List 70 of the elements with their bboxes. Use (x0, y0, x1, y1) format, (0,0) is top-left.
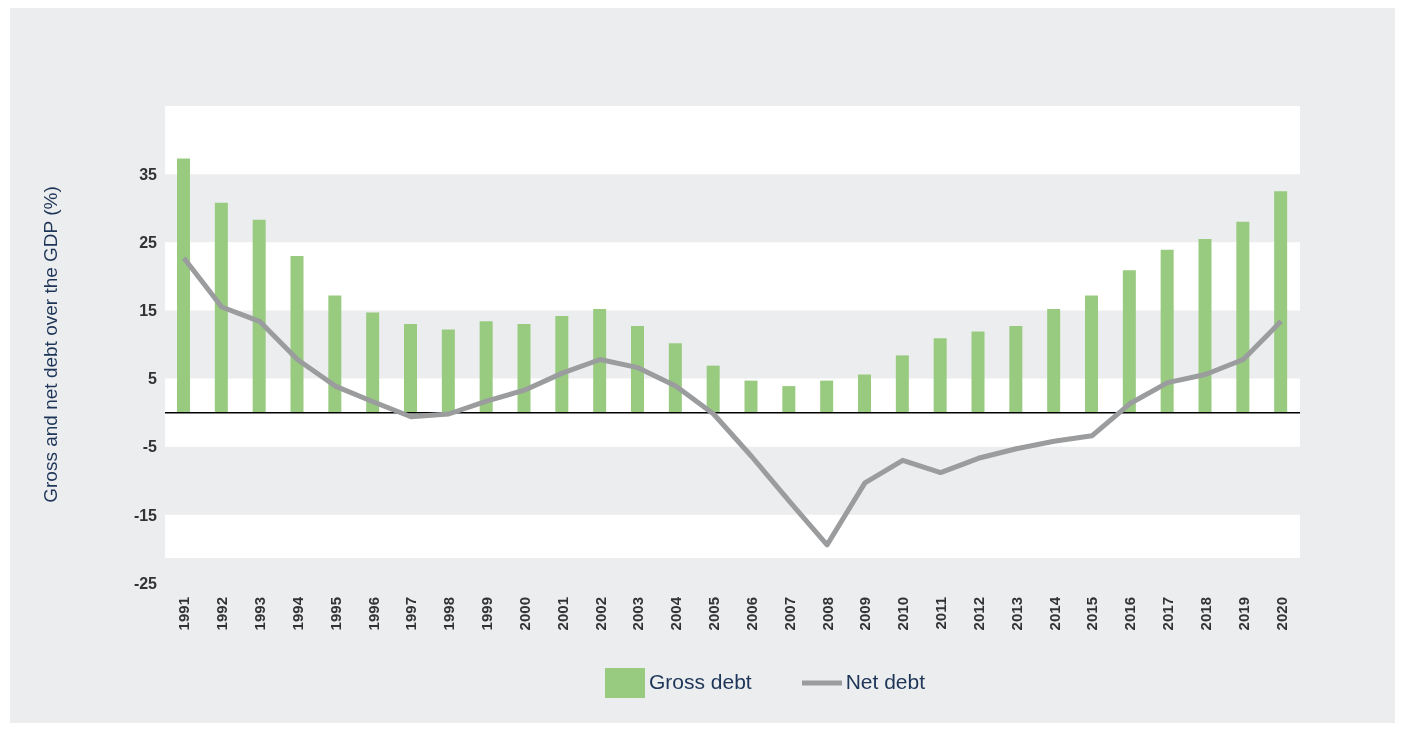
bar (820, 380, 834, 413)
x-tick-label: 1995 (326, 597, 344, 631)
legend-label: Gross debt (648, 669, 752, 693)
x-tick-label: 2014 (1045, 596, 1063, 631)
x-tick-label: 1991 (175, 597, 193, 631)
x-tick-label: 2001 (553, 597, 571, 631)
x-tick-label: 2017 (1159, 597, 1177, 631)
y-tick-label: -5 (142, 438, 158, 456)
x-tick-label: 2018 (1196, 597, 1214, 631)
y-tick-label: 5 (148, 370, 158, 388)
bar (782, 386, 796, 413)
x-tick-label: 2003 (629, 597, 647, 631)
x-tick-label: 2013 (1007, 597, 1025, 631)
x-tick-label: 2020 (1272, 597, 1290, 631)
x-tick-label: 2009 (856, 597, 874, 631)
x-tick-label: 1997 (402, 597, 420, 631)
bar (1236, 221, 1250, 413)
x-tick-label: 1994 (288, 596, 306, 631)
y-tick-label: 25 (139, 233, 158, 251)
bar (971, 331, 985, 413)
bar (555, 315, 569, 413)
x-tick-label: 1996 (364, 597, 382, 631)
bar (668, 343, 682, 413)
bar (631, 326, 644, 413)
x-tick-label: 1999 (478, 597, 496, 631)
bar (177, 158, 190, 413)
bar (404, 324, 417, 413)
x-tick-label: 2007 (780, 597, 798, 631)
x-tick-label: 2011 (932, 597, 950, 630)
x-tick-label: 2012 (969, 597, 987, 631)
bar (1198, 238, 1212, 413)
x-tick-label: 2016 (1121, 597, 1139, 631)
y-axis-title: Gross and net debt over the GDP (%) (39, 186, 61, 503)
bar (744, 380, 758, 413)
bar (858, 374, 871, 413)
x-tick-label: 2000 (515, 597, 533, 631)
x-tick-label: 2010 (894, 597, 912, 631)
x-tick-label: 2005 (705, 597, 723, 631)
bar (441, 329, 455, 413)
bar (1160, 249, 1174, 413)
y-tick-label: 15 (139, 302, 158, 320)
x-tick-label: 2004 (667, 596, 685, 631)
x-tick-label: 1992 (213, 597, 231, 631)
x-tick-label: 2008 (818, 597, 836, 631)
bar (290, 255, 304, 413)
bar (517, 324, 531, 413)
bar (1047, 309, 1061, 413)
bar (328, 295, 342, 413)
bar (1009, 326, 1023, 413)
x-tick-label: 1998 (440, 597, 458, 631)
y-tick-label: -25 (133, 574, 158, 592)
bar (1274, 191, 1288, 413)
legend-label: Net debt (845, 669, 926, 693)
bar (895, 355, 909, 413)
y-tick-label: 35 (139, 165, 158, 183)
x-tick-label: 2002 (591, 597, 609, 631)
bar (1085, 295, 1098, 413)
x-tick-label: 1993 (251, 597, 269, 631)
y-tick-label: -15 (133, 506, 158, 524)
x-tick-label: 2015 (1083, 597, 1101, 631)
x-tick-label: 2006 (742, 597, 760, 631)
bar (593, 309, 607, 413)
bar (1122, 270, 1136, 413)
bar (252, 219, 266, 413)
bar (479, 321, 493, 413)
bar (933, 338, 947, 413)
bar (706, 365, 720, 413)
bar (214, 202, 228, 413)
x-tick-label: 2019 (1234, 597, 1252, 631)
bar (366, 312, 380, 413)
